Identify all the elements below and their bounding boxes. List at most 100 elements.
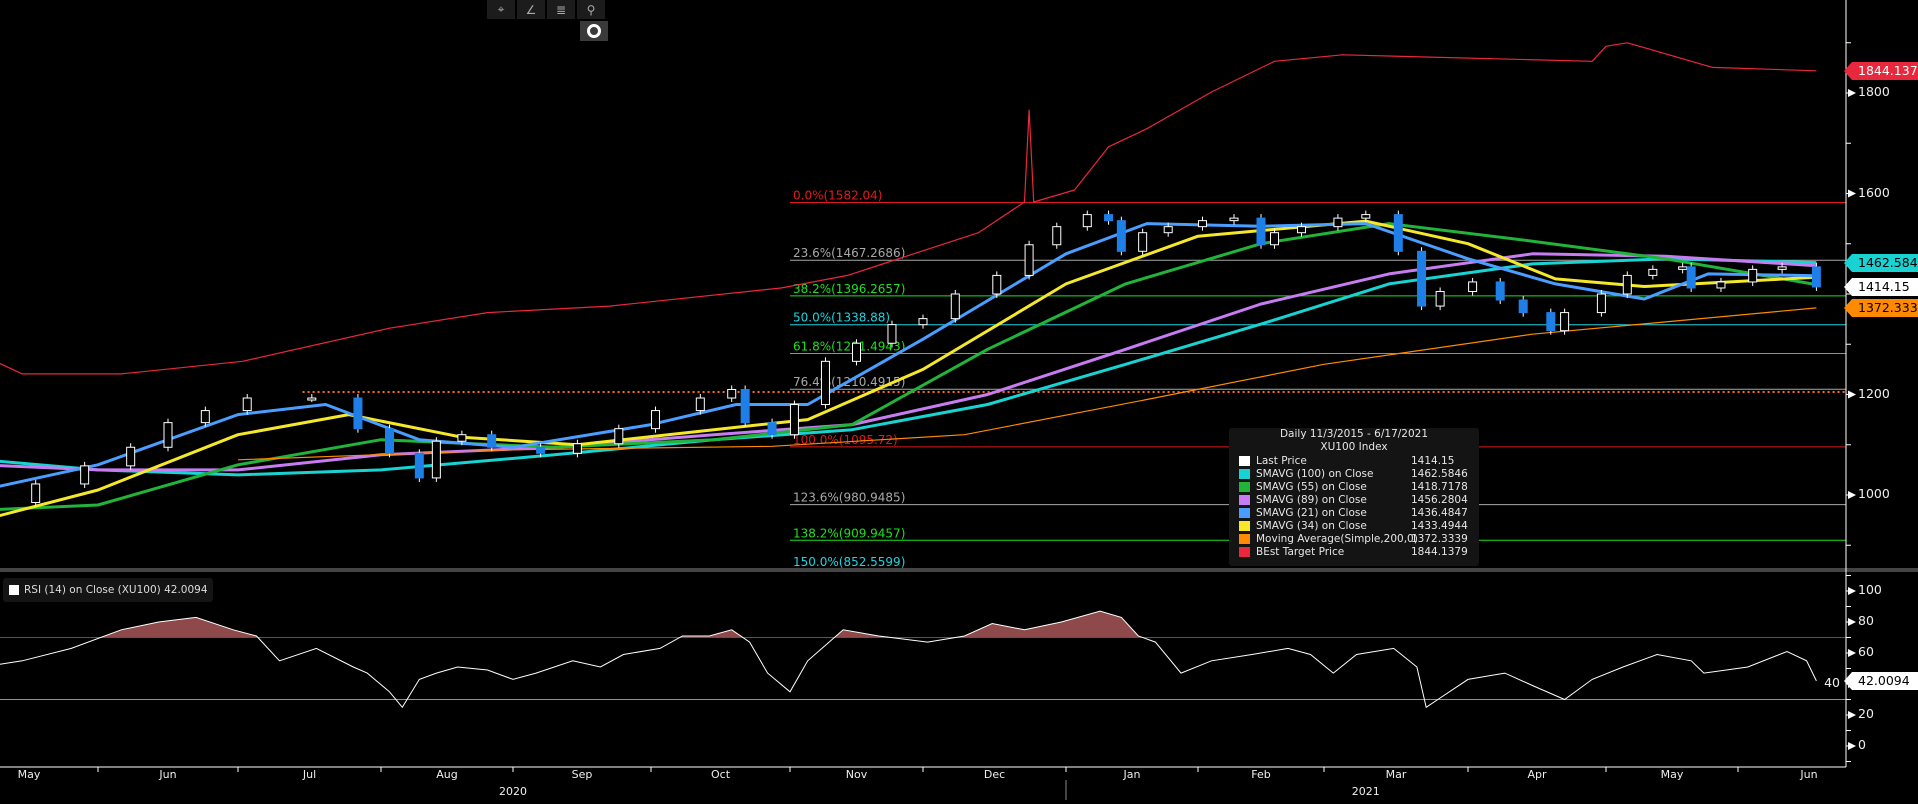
legend-swatch bbox=[1239, 533, 1250, 544]
candle-up bbox=[457, 434, 467, 442]
candle-up bbox=[650, 410, 660, 430]
legend-item-name: SMAVG (34) on Close bbox=[1256, 519, 1367, 532]
series-line-moving-average-simple-200-0- bbox=[237, 307, 1817, 461]
candle-up bbox=[1361, 214, 1371, 219]
candle-up bbox=[80, 465, 90, 485]
candle-up bbox=[1163, 226, 1173, 234]
x-month-label: Jun bbox=[159, 768, 177, 781]
rsi-tick-label: 80 bbox=[1858, 613, 1874, 628]
candle-down bbox=[385, 428, 395, 454]
last-value-tag: 1414.15 bbox=[1844, 277, 1918, 296]
legend-rows: Last Price 1414.15 SMAVG (100) on Close 146… bbox=[1229, 454, 1479, 558]
candle-up bbox=[820, 360, 830, 406]
legend-swatch bbox=[1239, 507, 1250, 518]
legend-button[interactable]: ≣ bbox=[547, 0, 575, 19]
y-tick-marker bbox=[1848, 89, 1856, 97]
rsi-tick-label: 100 bbox=[1858, 582, 1882, 597]
rsi-tick-label: 60 bbox=[1858, 644, 1874, 659]
candle-up bbox=[695, 397, 705, 412]
candle-up bbox=[572, 443, 582, 454]
candle-up bbox=[614, 428, 624, 445]
candle-up bbox=[887, 324, 897, 344]
last-value-tag: 1462.5846 bbox=[1844, 253, 1918, 272]
legend-item-name: SMAVG (100) on Close bbox=[1256, 467, 1374, 480]
rsi-line bbox=[0, 610, 1817, 709]
legend-item-value: 1418.7178 bbox=[1411, 480, 1468, 493]
candle-down bbox=[1256, 217, 1266, 246]
series-line-smavg-34-on-close bbox=[0, 219, 1817, 518]
crosshair-button[interactable]: ⌖ bbox=[487, 0, 515, 19]
x-month-label: Aug bbox=[436, 768, 458, 781]
rsi-tick-marker bbox=[1848, 711, 1856, 719]
legend-item[interactable]: SMAVG (34) on Close 1433.4944 bbox=[1229, 519, 1479, 532]
candle-down bbox=[1104, 214, 1114, 222]
x-month-label: Oct bbox=[710, 768, 731, 781]
toggle-button[interactable] bbox=[580, 21, 608, 41]
candle-up bbox=[31, 483, 41, 504]
legend-item[interactable]: Last Price 1414.15 bbox=[1229, 454, 1479, 467]
x-month-label: Feb bbox=[1251, 768, 1271, 781]
candle-up bbox=[1024, 244, 1034, 276]
legend-item[interactable]: SMAVG (55) on Close 1418.7178 bbox=[1229, 480, 1479, 493]
legend-item-name: Moving Average(Simple,200,0) bbox=[1256, 532, 1418, 545]
legend-item[interactable]: SMAVG (89) on Close 1456.2804 bbox=[1229, 493, 1479, 506]
legend-swatch bbox=[1239, 455, 1250, 466]
candle-up bbox=[727, 388, 737, 399]
fib-label: 150.0%(852.5599) bbox=[793, 555, 905, 569]
rsi-overbought-fill bbox=[0, 611, 1817, 638]
rsi-tick-label: 40 bbox=[1822, 675, 1842, 690]
y-tick-marker bbox=[1848, 491, 1856, 499]
candle-up bbox=[852, 342, 861, 362]
candlesticks bbox=[31, 210, 1821, 507]
x-year-label: 2020 bbox=[499, 785, 527, 798]
x-month-label: Apr bbox=[1527, 768, 1547, 781]
x-month-label: Jan bbox=[1123, 768, 1141, 781]
y-tick-marker bbox=[1848, 390, 1856, 399]
x-month-label: Jun bbox=[1800, 768, 1818, 781]
fib-label: 23.6%(1467.2686) bbox=[793, 246, 905, 260]
rsi-legend: RSI (14) on Close (XU100) 42.0094 bbox=[3, 578, 213, 602]
candle-up bbox=[1748, 268, 1758, 283]
legend-item-value: 1456.2804 bbox=[1411, 493, 1468, 506]
legend-swatch bbox=[1239, 520, 1250, 531]
candle-down bbox=[414, 452, 424, 479]
legend-item-name: SMAVG (55) on Close bbox=[1256, 480, 1367, 493]
legend-item[interactable]: SMAVG (100) on Close 1462.5846 bbox=[1229, 467, 1479, 480]
legend-item-name: SMAVG (21) on Close bbox=[1256, 506, 1367, 519]
legend-swatch bbox=[1239, 494, 1250, 505]
legend-swatch bbox=[1239, 468, 1250, 479]
candle-up bbox=[1560, 312, 1570, 332]
pen-icon: ∠ bbox=[525, 2, 537, 17]
candle-up bbox=[992, 274, 1002, 295]
candle-up bbox=[307, 397, 317, 401]
series-line-best-target-price bbox=[0, 42, 1817, 375]
legend-item-value: 1372.3339 bbox=[1411, 532, 1468, 545]
series-line-smavg-89-on-close bbox=[0, 252, 1817, 472]
legend-item-name: SMAVG (89) on Close bbox=[1256, 493, 1367, 506]
y-tick-label: 1200 bbox=[1858, 385, 1890, 401]
y-tick-marker bbox=[1848, 189, 1856, 198]
legend-item[interactable]: SMAVG (21) on Close 1436.4847 bbox=[1229, 506, 1479, 519]
draw-button[interactable]: ∠ bbox=[517, 0, 545, 19]
fib-label: 38.2%(1396.2657) bbox=[793, 282, 905, 296]
candle-up bbox=[431, 440, 441, 479]
candle-down bbox=[353, 397, 363, 430]
legend-item-name: BEst Target Price bbox=[1256, 545, 1345, 558]
candle-up bbox=[242, 397, 252, 412]
candle-down bbox=[767, 422, 777, 436]
rsi-tick-label: 20 bbox=[1858, 706, 1874, 721]
legend-item[interactable]: Moving Average(Simple,200,0) 1372.3339 bbox=[1229, 532, 1479, 545]
legend-item[interactable]: BEst Target Price 1844.1379 bbox=[1229, 545, 1479, 558]
candle-up bbox=[1622, 274, 1632, 295]
fib-label: 50.0%(1338.88) bbox=[793, 311, 890, 325]
chart-toolbar: ⌖ ∠ ≣ ⚲ bbox=[487, 0, 605, 19]
rsi-swatch bbox=[9, 585, 19, 595]
candle-down bbox=[1393, 214, 1403, 252]
candle-up bbox=[1648, 268, 1658, 276]
rsi-tick-marker bbox=[1848, 587, 1856, 595]
zoom-button[interactable]: ⚲ bbox=[577, 0, 605, 19]
x-month-label: Dec bbox=[983, 768, 1006, 781]
x-month-label: Jul bbox=[302, 768, 317, 781]
rsi-panel bbox=[0, 610, 1846, 709]
series-line-smavg-21-on-close bbox=[0, 222, 1817, 488]
